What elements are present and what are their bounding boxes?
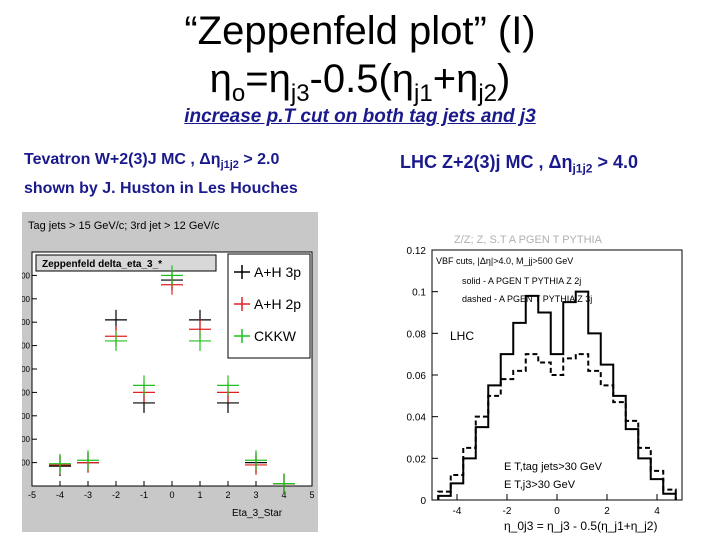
right-x-tick-label: -2 bbox=[503, 506, 512, 517]
left-y-tick-label: 800 bbox=[22, 295, 31, 304]
left-data-point bbox=[217, 375, 239, 396]
left-y-tick-label: 400 bbox=[22, 388, 31, 397]
right-y-tick-label: 0.12 bbox=[407, 246, 427, 257]
right-y-tick-label: 0.08 bbox=[407, 329, 427, 340]
slide-subtitle: increase p.T cut on both tag jets and j3 bbox=[184, 106, 536, 127]
right-annotation-cuts: VBF cuts, |Δη|>4.0, M_jj>500 GeV bbox=[436, 256, 573, 266]
left-data-points bbox=[49, 265, 295, 494]
left-x-tick-label: 1 bbox=[197, 490, 202, 500]
right-annotation-dashed: dashed - A PGEN T PYTHIA Z 3j bbox=[462, 294, 592, 304]
right-annotation-etag: E T,tag jets>30 GeV bbox=[504, 461, 603, 473]
left-data-point bbox=[189, 330, 211, 351]
left-legend-label: A+H 3p bbox=[254, 264, 301, 280]
left-hist-title: Zeppenfeld delta_eta_3_* bbox=[42, 259, 162, 270]
right-y-tick-label: 0.06 bbox=[407, 371, 427, 382]
left-x-tick-label: 5 bbox=[309, 490, 314, 500]
right-histogram: Z/Z; Z, S.T A PGEN T PYTHIA 0 0.02 0.04 0.0… bbox=[407, 234, 683, 533]
left-hist-title-box bbox=[35, 254, 217, 272]
left-histogram: Tag jets > 15 GeV/c; 3rd jet > 12 GeV/c … bbox=[22, 212, 318, 532]
left-y-tick-label: 300 bbox=[22, 412, 31, 421]
right-series-solid bbox=[437, 290, 677, 500]
right-y-tick-label: 0.1 bbox=[412, 288, 426, 299]
left-y-axis: 100 200 300 400 500 600 700 800 900 bbox=[22, 271, 37, 468]
right-series-dashed bbox=[437, 353, 677, 500]
right-x-tick-label: 0 bbox=[554, 506, 560, 517]
left-x-tick-label: 4 bbox=[281, 490, 286, 500]
left-x-label: Eta_3_Star bbox=[232, 508, 283, 519]
slide-title: “Zeppenfeld plot” (I) bbox=[184, 9, 536, 53]
left-y-tick-label: 900 bbox=[22, 271, 31, 280]
right-x-tick-label: -4 bbox=[453, 506, 462, 517]
right-annotation-solid: solid - A PGEN T PYTHIA Z 2j bbox=[462, 276, 581, 286]
left-y-tick-label: 500 bbox=[22, 365, 31, 374]
right-y-tick-label: 0 bbox=[420, 496, 426, 507]
left-x-tick-label: 2 bbox=[225, 490, 230, 500]
right-plot-header: Z/Z; Z, S.T A PGEN T PYTHIA bbox=[454, 234, 603, 246]
left-y-tick-label: 100 bbox=[22, 459, 31, 468]
left-y-tick-label: 200 bbox=[22, 435, 31, 444]
left-x-tick-label: -1 bbox=[140, 490, 148, 500]
right-x-label: η_0j3 = η_j3 - 0.5(η_j1+η_j2) bbox=[504, 519, 657, 533]
left-x-tick-label: 3 bbox=[253, 490, 258, 500]
slide-formula: ηo=ηj3-0.5(ηj1+ηj2) bbox=[209, 57, 511, 107]
right-y-axis: 0 0.02 0.04 0.06 0.08 0.1 0.12 bbox=[407, 246, 438, 507]
left-plot-header: Tag jets > 15 GeV/c; 3rd jet > 12 GeV/c bbox=[28, 220, 220, 232]
left-data-point bbox=[245, 450, 267, 471]
right-annotation-lhc: LHC bbox=[450, 329, 474, 343]
right-x-tick-label: 2 bbox=[604, 506, 610, 517]
left-data-point bbox=[133, 375, 155, 396]
left-legend-label: CKKW bbox=[254, 328, 297, 344]
left-x-tick-label: -4 bbox=[56, 490, 64, 500]
right-y-tick-label: 0.02 bbox=[407, 454, 427, 465]
left-caption: Tevatron W+2(3)J MC , Δηj1j2 > 2.0 shown… bbox=[24, 151, 298, 198]
left-legend-item: CKKW bbox=[234, 328, 297, 344]
right-caption: LHC Z+2(3)j MC , Δηj1j2 > 4.0 bbox=[400, 152, 639, 176]
right-y-tick-label: 0.04 bbox=[407, 413, 427, 424]
right-x-axis: -4 -2 0 2 4 bbox=[453, 494, 660, 517]
right-x-tick-label: 4 bbox=[654, 506, 660, 517]
left-data-point bbox=[161, 265, 183, 286]
right-annotation-ej3: E T,j3>30 GeV bbox=[504, 479, 576, 491]
left-data-point bbox=[273, 473, 295, 494]
left-x-axis: -5 -4 -3 -2 -1 0 1 2 3 4 5 bbox=[28, 481, 315, 500]
left-x-tick-label: -3 bbox=[84, 490, 92, 500]
left-data-point bbox=[77, 450, 99, 471]
left-legend-item: A+H 3p bbox=[234, 264, 301, 280]
left-data-point bbox=[49, 453, 71, 474]
left-data-point bbox=[105, 330, 127, 351]
left-legend-item: A+H 2p bbox=[234, 296, 301, 312]
left-x-tick-label: 0 bbox=[169, 490, 174, 500]
left-y-tick-label: 600 bbox=[22, 342, 31, 351]
left-y-tick-label: 700 bbox=[22, 318, 31, 327]
left-x-tick-label: -5 bbox=[28, 490, 36, 500]
left-legend-label: A+H 2p bbox=[254, 296, 301, 312]
left-x-tick-label: -2 bbox=[112, 490, 120, 500]
